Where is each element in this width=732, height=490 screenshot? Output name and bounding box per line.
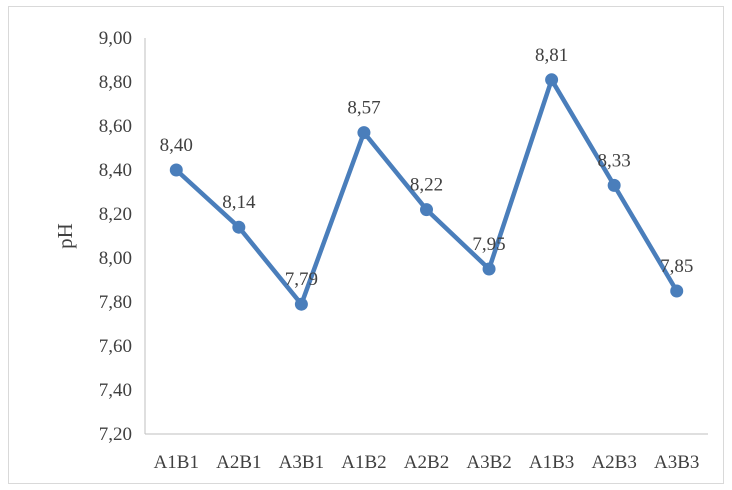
y-tick-label: 8,40	[99, 160, 132, 181]
data-point	[169, 163, 183, 177]
x-axis-ticks: A1B1 A2B1 A3B1 A1B2 A2B2 A3B2 A1B3 A2B3 A3B3	[154, 452, 700, 473]
x-tick-label: A1B2	[341, 452, 386, 473]
y-tick-label: 7,60	[99, 336, 132, 357]
x-tick-label: A2B2	[404, 452, 449, 473]
y-tick-label: 7,40	[99, 380, 132, 401]
data-point	[294, 297, 308, 311]
data-label: 8,81	[535, 45, 568, 66]
x-tick-label: A2B3	[591, 452, 636, 473]
y-tick-label: 8,60	[99, 116, 132, 137]
data-point	[545, 73, 559, 87]
data-label: 7,79	[285, 269, 318, 290]
data-label: 8,22	[410, 175, 443, 196]
y-tick-label: 7,80	[99, 292, 132, 313]
data-point	[607, 178, 621, 192]
data-label: 8,40	[160, 135, 193, 156]
data-point	[420, 203, 433, 217]
y-tick-label: 9,00	[99, 28, 132, 49]
x-tick-label: A3B3	[654, 452, 699, 473]
data-point	[670, 284, 684, 298]
chart-axes	[144, 38, 708, 435]
x-tick-label: A2B1	[216, 452, 261, 473]
data-label: 8,14	[222, 192, 256, 213]
data-label: 8,33	[598, 150, 631, 171]
y-tick-label: 8,20	[99, 204, 132, 225]
chart-frame	[8, 6, 724, 484]
x-tick-label: A1B3	[529, 452, 574, 473]
data-point	[232, 220, 246, 234]
data-labels: 8,40 8,14 7,79 8,57 8,22 7,95 8,81 8,33 7,85	[160, 45, 694, 290]
data-label: 7,95	[472, 234, 505, 255]
data-label: 8,57	[347, 98, 380, 119]
y-axis-ticks: 7,20 7,40 7,60 7,80 8,00 8,20 8,40 8,60 8,80 9,00	[99, 28, 132, 445]
data-point	[357, 126, 371, 140]
data-label: 7,85	[660, 256, 693, 277]
y-axis-title: pH	[53, 223, 77, 249]
data-point	[482, 262, 496, 276]
x-tick-label: A3B1	[279, 452, 324, 473]
x-tick-label: A1B1	[154, 452, 199, 473]
y-tick-label: 8,00	[99, 248, 132, 269]
series-layer	[169, 73, 684, 311]
y-tick-label: 8,80	[99, 72, 132, 93]
y-tick-label: 7,20	[99, 424, 132, 445]
x-tick-label: A3B2	[466, 452, 511, 473]
